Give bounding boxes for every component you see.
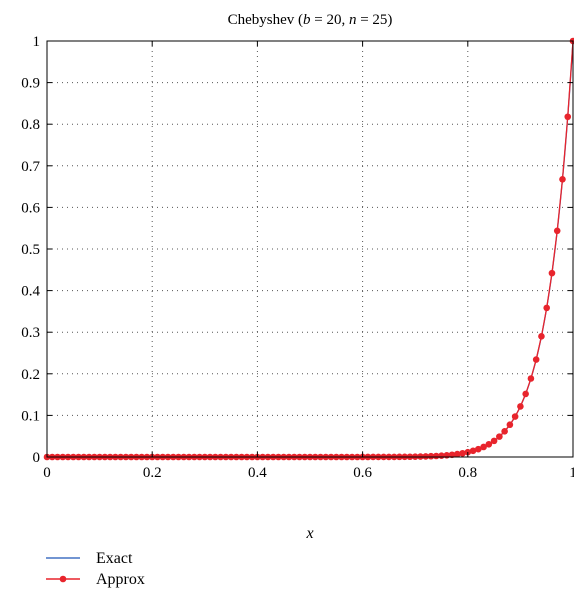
approx-point	[511, 413, 519, 420]
approx-point	[496, 433, 503, 440]
series-layer	[43, 37, 574, 461]
y-tick-label: 1	[33, 34, 41, 50]
approx-point	[469, 447, 477, 455]
approx-point	[517, 403, 524, 410]
y-tick-label: 0.1	[21, 408, 40, 424]
x-tick-label: 0.4	[248, 465, 267, 481]
approx-point	[543, 304, 550, 312]
grid-lines	[47, 41, 573, 457]
legend-label-exact: Exact	[96, 550, 133, 567]
approx-point	[432, 452, 440, 460]
legend-label-approx: Approx	[96, 571, 145, 588]
approx-point	[422, 453, 430, 460]
approx-point	[448, 451, 456, 459]
axis-ticks	[46, 40, 574, 458]
y-tick-label: 0.9	[21, 76, 40, 92]
approx-point	[522, 390, 529, 398]
x-tick-label: 1	[569, 465, 574, 481]
approx-point	[427, 452, 435, 460]
y-tick-label: 0.3	[21, 325, 40, 341]
y-tick-label: 0.5	[21, 242, 40, 258]
y-tick-label: 0.2	[21, 367, 40, 383]
x-tick-label: 0.6	[353, 465, 372, 481]
approx-point	[553, 227, 561, 235]
approx-point	[532, 356, 540, 363]
y-tick-label: 0.4	[21, 284, 40, 300]
approx-point	[506, 421, 514, 429]
y-tick-label: 0.7	[21, 159, 40, 175]
legend: Exact Approx	[46, 550, 145, 588]
approx-point	[559, 175, 566, 183]
approx-point	[527, 375, 535, 382]
approx-point	[485, 440, 493, 448]
approx-point	[453, 450, 461, 458]
chart-title: Chebyshev (b = 20, n = 25)	[228, 12, 393, 28]
legend-marker-approx	[59, 575, 67, 583]
approx-point	[538, 333, 545, 340]
y-tick-label: 0.8	[21, 117, 40, 133]
series-line-approx	[47, 40, 574, 458]
plot-frame	[46, 40, 574, 458]
y-tick-label: 0.6	[21, 200, 40, 216]
approx-point	[490, 437, 498, 445]
approx-point	[548, 269, 556, 277]
approx-point	[480, 443, 487, 451]
y-tick-label: 0	[33, 450, 41, 466]
x-tick-label: 0.8	[458, 465, 477, 481]
x-tick-label: 0	[43, 465, 51, 481]
approx-point	[501, 428, 508, 435]
approx-point	[459, 449, 466, 457]
x-axis-label: x	[305, 525, 313, 542]
x-tick-label: 0.2	[143, 465, 162, 481]
approx-point	[475, 445, 482, 453]
approx-point	[564, 113, 572, 121]
axis-tick-labels: 0 0.2 0.4 0.6 0.8 1 0 0.1 0.2 0.3 0.4 0.5 0.6 0.7 0.8 0…	[21, 34, 574, 481]
series-line-exact	[47, 40, 574, 458]
